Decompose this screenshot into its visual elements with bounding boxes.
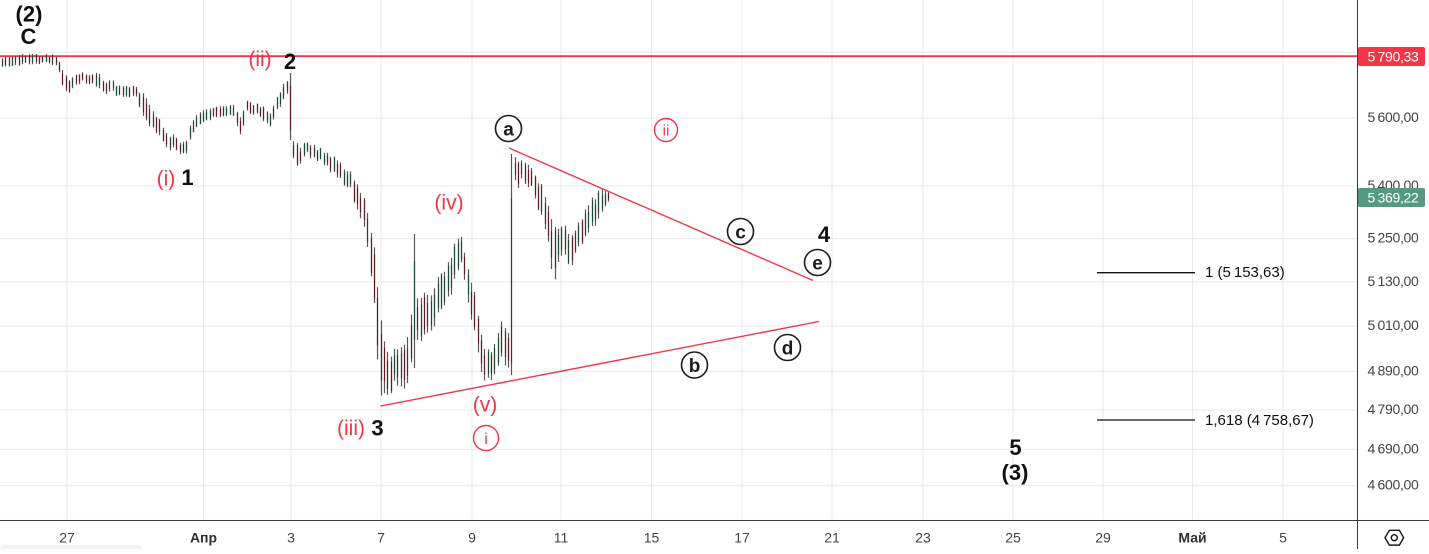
- svg-text:23: 23: [915, 530, 931, 546]
- svg-text:9: 9: [468, 530, 476, 546]
- svg-text:b: b: [689, 356, 701, 377]
- svg-text:4 600,00: 4 600,00: [1368, 477, 1420, 493]
- svg-text:4 890,00: 4 890,00: [1368, 362, 1420, 378]
- svg-text:e: e: [812, 253, 823, 274]
- svg-text:Май: Май: [1178, 530, 1206, 546]
- svg-text:a: a: [503, 119, 514, 140]
- svg-text:1 (5 153,63): 1 (5 153,63): [1205, 264, 1285, 281]
- svg-text:21: 21: [824, 530, 840, 546]
- svg-text:i: i: [484, 431, 488, 448]
- svg-text:2: 2: [284, 49, 296, 74]
- svg-text:(3): (3): [1002, 460, 1029, 485]
- svg-text:1: 1: [181, 165, 193, 190]
- svg-text:(v): (v): [473, 394, 498, 417]
- svg-text:11: 11: [554, 530, 569, 546]
- svg-text:5: 5: [1279, 530, 1287, 546]
- svg-text:c: c: [735, 222, 746, 243]
- svg-text:(iv): (iv): [434, 192, 463, 215]
- svg-text:5 790,33: 5 790,33: [1368, 49, 1420, 65]
- svg-text:d: d: [782, 338, 794, 359]
- svg-text:3: 3: [287, 530, 295, 546]
- svg-text:7: 7: [377, 530, 385, 546]
- svg-text:4 690,00: 4 690,00: [1368, 440, 1420, 456]
- svg-text:5 250,00: 5 250,00: [1368, 230, 1420, 246]
- svg-text:Апр: Апр: [190, 530, 217, 546]
- svg-text:29: 29: [1095, 530, 1111, 546]
- svg-text:(iii): (iii): [337, 417, 365, 440]
- svg-text:3: 3: [371, 416, 383, 441]
- svg-text:5 600,00: 5 600,00: [1368, 109, 1420, 125]
- svg-text:4: 4: [818, 222, 831, 247]
- svg-text:25: 25: [1005, 530, 1021, 546]
- svg-text:5 369,22: 5 369,22: [1368, 190, 1420, 206]
- svg-text:4 790,00: 4 790,00: [1368, 401, 1420, 417]
- svg-text:5: 5: [1009, 435, 1021, 460]
- svg-text:5 010,00: 5 010,00: [1368, 317, 1420, 333]
- svg-text:(2): (2): [16, 2, 43, 27]
- svg-text:(ii): (ii): [248, 48, 271, 71]
- svg-text:5 130,00: 5 130,00: [1368, 273, 1420, 289]
- svg-text:ii: ii: [663, 122, 670, 139]
- svg-text:17: 17: [734, 530, 750, 546]
- svg-text:15: 15: [644, 530, 660, 546]
- svg-text:27: 27: [59, 530, 75, 546]
- svg-text:1,618 (4 758,67): 1,618 (4 758,67): [1205, 412, 1314, 429]
- svg-text:C: C: [21, 24, 37, 49]
- svg-text:(i): (i): [157, 168, 176, 191]
